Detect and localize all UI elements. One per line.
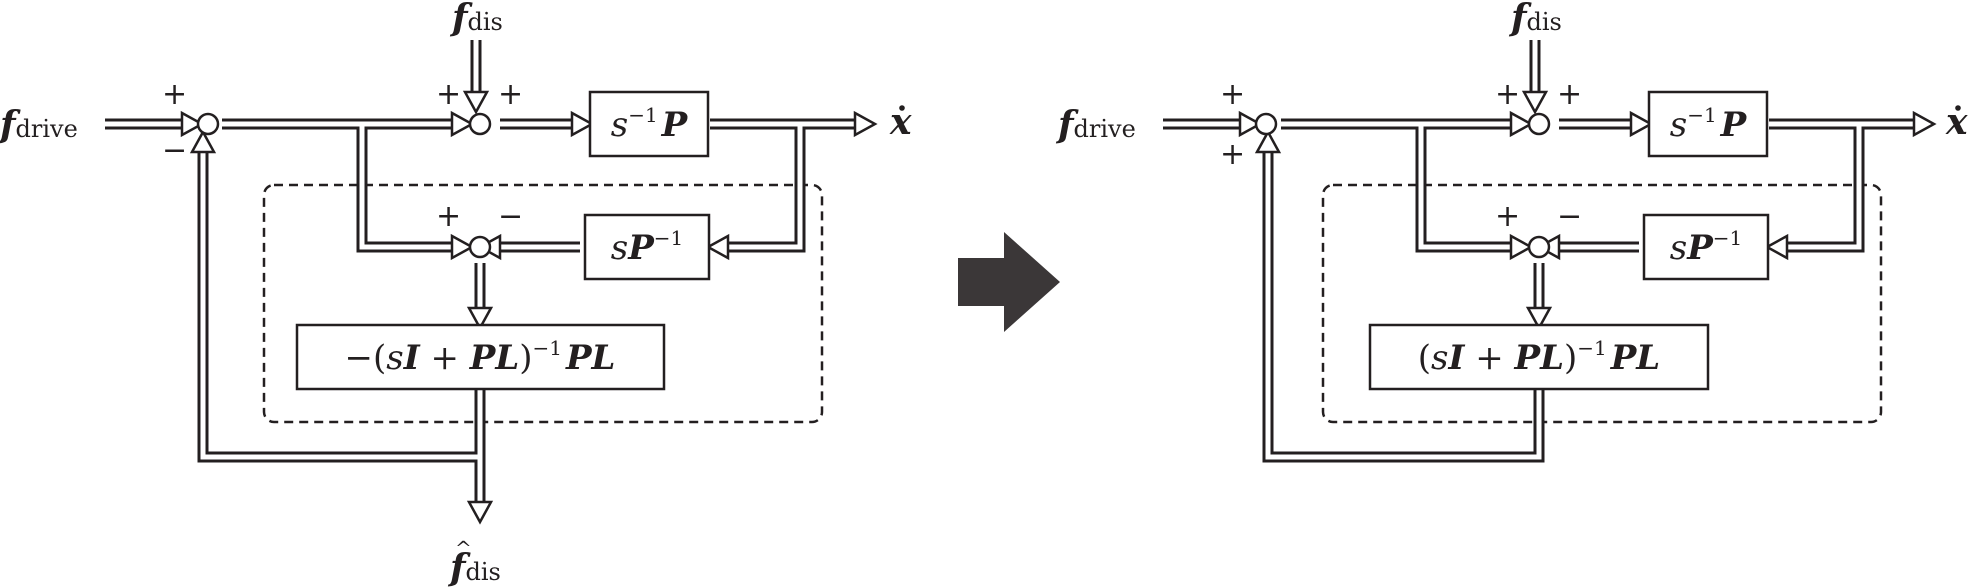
right-diagram: s−1 P sP−1 (sI + PL)−1 PL fdrive fdis x + …: [1055, 0, 1968, 463]
block-filter-left: [295, 323, 666, 391]
block-plant-left: [588, 90, 710, 158]
svg-text:^: ^: [455, 536, 472, 560]
sum-junction-mid-right: [1527, 112, 1551, 136]
block-filter-label-left: −(sI + PL)−1 PL: [345, 336, 616, 378]
block-plant-label-right: s−1 P: [1670, 103, 1748, 145]
sign-lower-right-left: −: [498, 199, 523, 234]
sum-junction-outer-right: [1254, 112, 1278, 136]
left-diagram: s−1 P sP−1 −(sI + PL)−1 PL fdrive fdis x ^…: [0, 0, 912, 587]
block-plant-right: [1647, 90, 1769, 158]
sign-lower-left-left: +: [436, 199, 461, 234]
sign-lower-left-right: +: [1495, 199, 1520, 234]
sum-junction-mid-left: [468, 112, 492, 136]
sum-junction-lower-left: [468, 235, 492, 259]
label-f-dis-hat-left: ^ fdis: [447, 536, 501, 587]
signal-paths-right: [1163, 40, 1914, 463]
label-f-drive-left: fdrive: [0, 104, 78, 146]
block-filter-right: [1368, 323, 1710, 391]
signal-paths-left: [105, 40, 855, 502]
sign-outer-top-right: +: [1220, 77, 1245, 112]
svg-text:x: x: [889, 101, 912, 143]
sum-junction-outer-left: [196, 112, 220, 136]
sign-lower-right-right: −: [1557, 199, 1582, 234]
observer-region-right: [1321, 183, 1883, 424]
label-f-dis-left: fdis: [449, 0, 503, 39]
label-x-dot-left: x: [889, 101, 912, 143]
label-x-dot-right: x: [1945, 101, 1968, 143]
label-f-drive-right: fdrive: [1055, 104, 1136, 146]
observer-region-left: [262, 183, 824, 424]
sign-mid-right-left: +: [498, 77, 523, 112]
sign-outer-bottom-right: +: [1220, 137, 1245, 172]
block-plant-label-left: s−1 P: [611, 103, 689, 145]
sign-outer-bottom-left: −: [162, 133, 187, 168]
block-inverse-right: [1642, 213, 1770, 281]
transition-arrow: [958, 232, 1060, 332]
sign-mid-left-right: +: [1495, 77, 1520, 112]
label-f-dis-right: fdis: [1508, 0, 1562, 39]
sign-outer-top-left: +: [162, 77, 187, 112]
sign-mid-right-right: +: [1557, 77, 1582, 112]
block-inverse-label-left: sP−1: [611, 226, 684, 268]
sign-mid-left-left: +: [436, 77, 461, 112]
block-filter-label-right: (sI + PL)−1 PL: [1418, 336, 1660, 378]
svg-text:x: x: [1945, 101, 1968, 143]
block-inverse-label-right: sP−1: [1670, 226, 1743, 268]
block-inverse-left: [583, 213, 711, 281]
svg-text:fdis: fdis: [447, 547, 501, 587]
sum-junction-lower-right: [1527, 235, 1551, 259]
